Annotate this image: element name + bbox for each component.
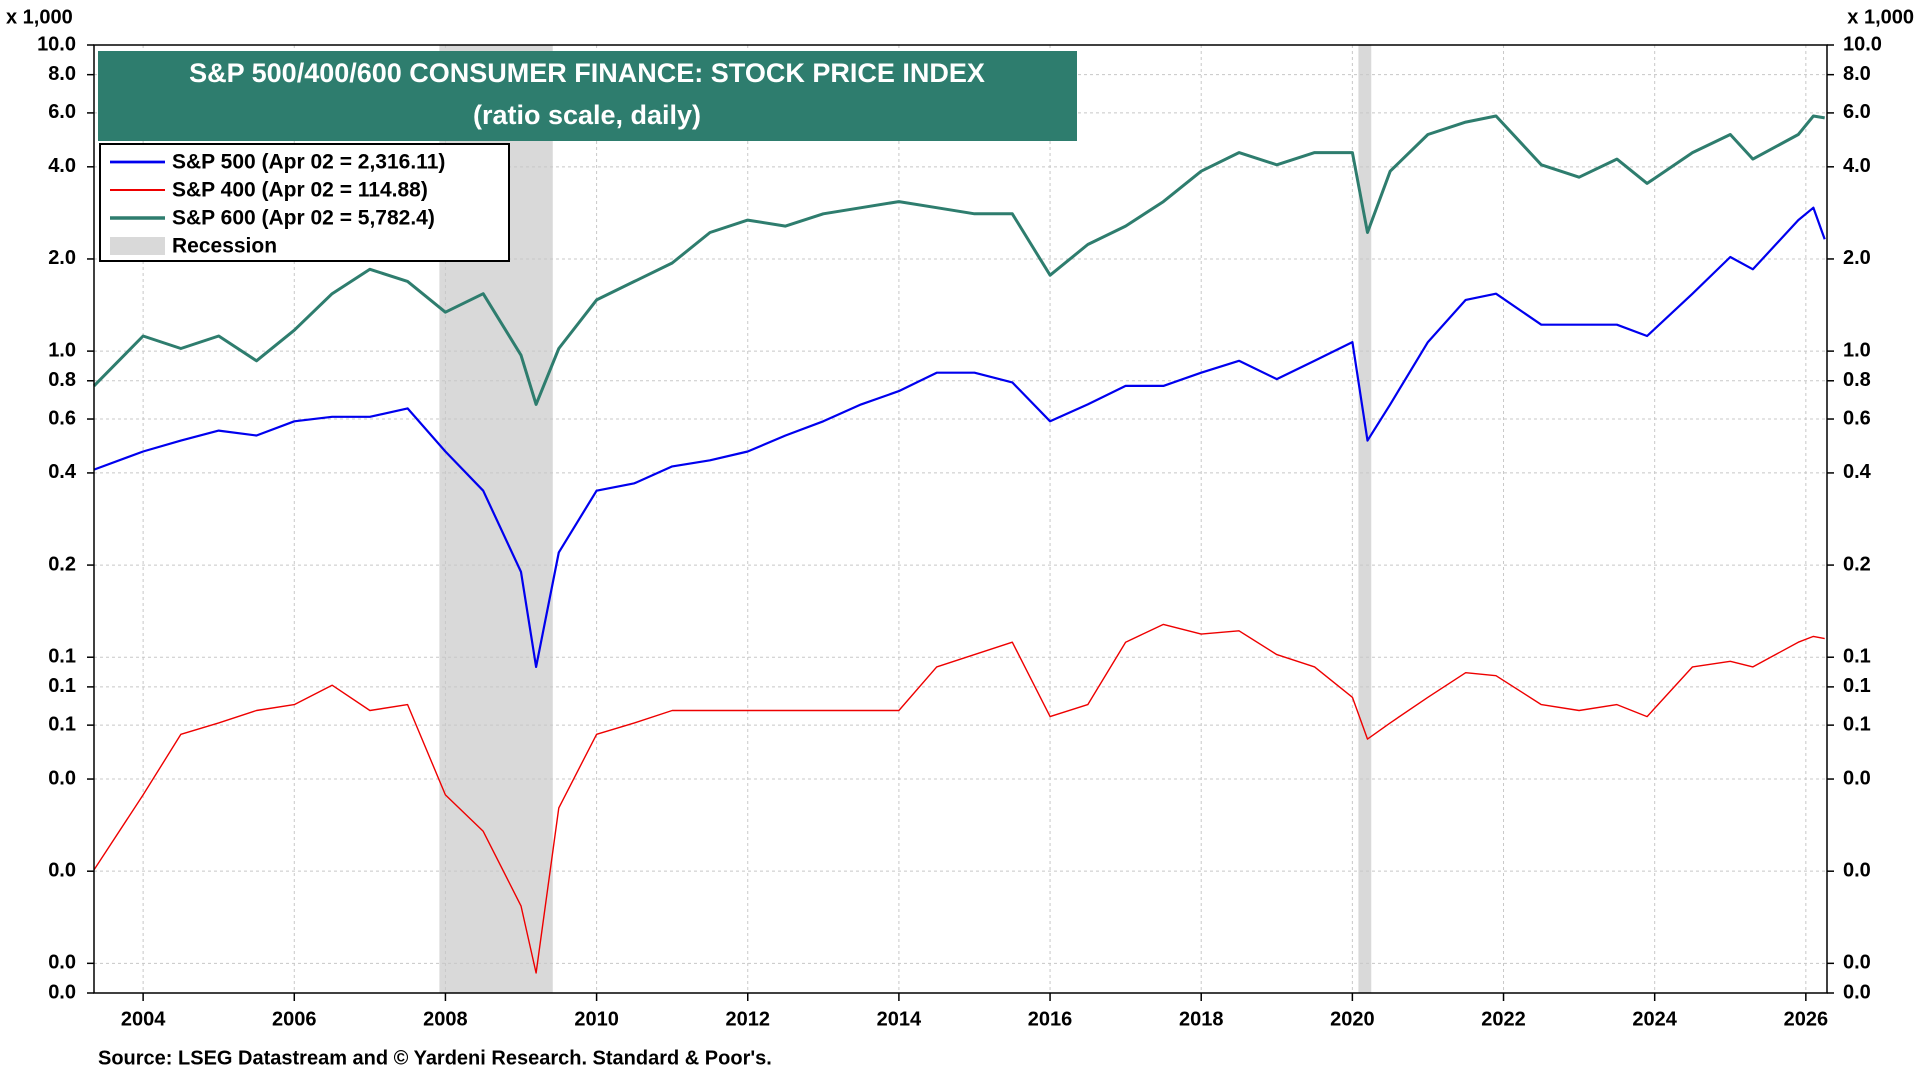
y-tick-label: 0.6 — [48, 407, 76, 429]
y2-tick-label: 8.0 — [1843, 63, 1871, 85]
chart-subtitle: (ratio scale, daily) — [473, 100, 701, 130]
y-tick-label: 0.4 — [48, 461, 77, 483]
x-tick-label: 2026 — [1784, 1008, 1829, 1030]
y-tick-label: 0.1 — [48, 713, 76, 735]
x-tick-label: 2010 — [574, 1008, 619, 1030]
y-unit-label-right: x 1,000 — [1847, 6, 1914, 28]
y2-tick-label: 0.2 — [1843, 553, 1871, 575]
x-tick-label: 2008 — [423, 1008, 468, 1030]
y-tick-label: 0.0 — [48, 952, 76, 974]
legend-label: S&P 400 (Apr 02 = 114.88) — [172, 179, 428, 202]
y2-tick-label: 0.0 — [1843, 952, 1871, 974]
chart-title: S&P 500/400/600 CONSUMER FINANCE: STOCK … — [189, 58, 985, 88]
plot-frame — [93, 44, 1828, 994]
legend-box — [99, 143, 510, 262]
y-unit-label-left: x 1,000 — [6, 6, 73, 28]
source-note: Source: LSEG Datastream and © Yardeni Re… — [98, 1047, 772, 1069]
y2-tick-label: 6.0 — [1843, 101, 1871, 123]
y-tick-label: 2.0 — [48, 247, 76, 269]
y2-tick-label: 0.1 — [1843, 646, 1871, 668]
recession-band — [1358, 45, 1372, 993]
y2-tick-label: 0.1 — [1843, 675, 1871, 697]
x-tick-label: 2024 — [1632, 1008, 1677, 1030]
x-tick-label: 2018 — [1179, 1008, 1224, 1030]
series-line — [92, 114, 1825, 406]
y2-tick-label: 0.0 — [1843, 767, 1871, 789]
legend-label: Recession — [172, 235, 277, 258]
y-tick-label: 4.0 — [48, 155, 76, 177]
y-tick-label: 0.0 — [48, 767, 76, 789]
y2-tick-label: 0.4 — [1843, 461, 1872, 483]
legend-swatch — [110, 237, 165, 255]
y2-tick-label: 0.6 — [1843, 407, 1871, 429]
y-tick-label: 0.1 — [48, 646, 76, 668]
legend: S&P 500 (Apr 02 = 2,316.11) S&P 400 (Apr … — [99, 143, 510, 262]
axes: 10.0 10.0 8.0 8.0 6.0 6.0 4.0 4.0 2.0 2.0 1.0 1.0 0.… — [37, 33, 1882, 1030]
y-tick-label: 0.8 — [48, 369, 76, 391]
y2-tick-label: 0.1 — [1843, 713, 1871, 735]
x-tick-label: 2006 — [272, 1008, 317, 1030]
x-tick-label: 2012 — [725, 1008, 770, 1030]
legend-label: S&P 500 (Apr 02 = 2,316.11) — [172, 151, 445, 174]
y2-tick-label: 1.0 — [1843, 339, 1871, 361]
y-tick-label: 6.0 — [48, 101, 76, 123]
y-tick-label: 0.0 — [48, 981, 76, 1003]
y2-tick-label: 10.0 — [1843, 33, 1882, 55]
y-tick-label: 0.0 — [48, 859, 76, 881]
y2-tick-label: 0.0 — [1843, 859, 1871, 881]
x-tick-label: 2004 — [121, 1008, 166, 1030]
y2-tick-label: 0.8 — [1843, 369, 1871, 391]
x-tick-label: 2014 — [877, 1008, 922, 1030]
series — [92, 114, 1826, 974]
y-tick-label: 8.0 — [48, 63, 76, 85]
y-tick-label: 0.2 — [48, 553, 76, 575]
y2-tick-label: 4.0 — [1843, 155, 1871, 177]
y-tick-label: 0.1 — [48, 675, 76, 697]
x-tick-label: 2022 — [1481, 1008, 1526, 1030]
x-tick-label: 2016 — [1028, 1008, 1073, 1030]
series-line — [93, 206, 1826, 668]
title-box — [98, 51, 1077, 141]
x-tick-label: 2020 — [1330, 1008, 1375, 1030]
y-tick-label: 10.0 — [37, 33, 76, 55]
y2-tick-label: 2.0 — [1843, 247, 1871, 269]
y-tick-label: 1.0 — [48, 339, 76, 361]
series-line — [93, 623, 1825, 974]
y2-tick-label: 0.0 — [1843, 981, 1871, 1003]
legend-label: S&P 600 (Apr 02 = 5,782.4) — [172, 207, 435, 230]
